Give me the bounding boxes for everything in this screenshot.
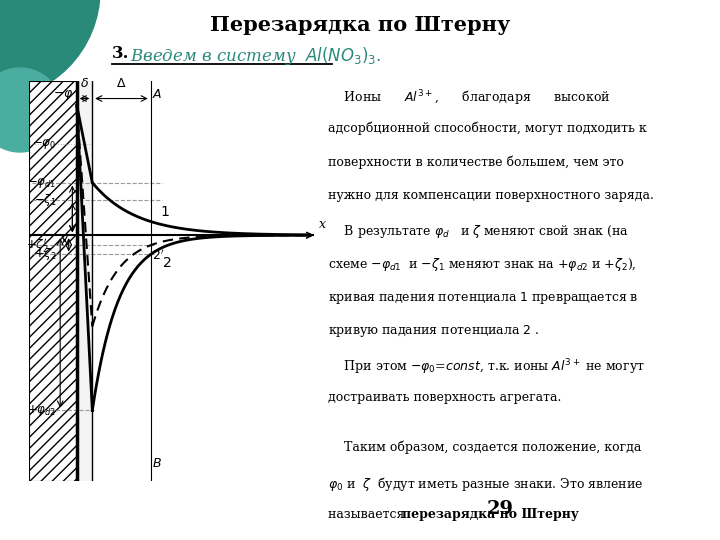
Bar	[77, 81, 92, 481]
Text: $A$: $A$	[153, 88, 163, 101]
Text: перезарядка по Штерну: перезарядка по Штерну	[402, 508, 578, 521]
Text: 29: 29	[487, 500, 513, 518]
Text: кривую падания потенциала $\mathit{2}$ .: кривую падания потенциала $\mathit{2}$ .	[328, 323, 539, 340]
Text: Ионы      $Al^{3+}$,      благодаря      высокой: Ионы $Al^{3+}$, благодаря высокой	[328, 88, 610, 107]
Text: $+\zeta_2$: $+\zeta_2$	[34, 246, 56, 262]
Text: Таким образом, создается положение, когда: Таким образом, создается положение, когд…	[328, 441, 641, 454]
Text: кривая падения потенциала $\mathit{1}$ превращается в: кривая падения потенциала $\mathit{1}$ п…	[328, 290, 638, 306]
Text: $-\varphi$: $-\varphi$	[53, 88, 74, 102]
Text: нужно для компенсации поверхностного заряда.: нужно для компенсации поверхностного зар…	[328, 189, 654, 202]
Text: $+\varphi_{d2}$: $+\varphi_{d2}$	[27, 403, 56, 418]
Text: При этом $-\varphi_0$=$const$, т.к. ионы $Al^{3+}$ не могут: При этом $-\varphi_0$=$const$, т.к. ионы…	[328, 357, 644, 377]
Text: $-\varphi_0$: $-\varphi_0$	[32, 137, 56, 151]
Text: $+\zeta_2'$: $+\zeta_2'$	[27, 236, 49, 254]
Text: Введем в систему  $Al(NO_3)_3$.: Введем в систему $Al(NO_3)_3$.	[130, 45, 382, 67]
Text: $\varphi_0$ и  $\zeta$  будут иметь разные знаки. Это явление: $\varphi_0$ и $\zeta$ будут иметь разные…	[328, 475, 643, 492]
Text: $\mathit{2}'$: $\mathit{2}'$	[153, 249, 165, 263]
Text: .: .	[548, 508, 552, 521]
Text: $-\varphi_{d1}$: $-\varphi_{d1}$	[27, 176, 56, 190]
Text: В результате $\varphi_d$   и $\zeta$ меняют свой знак (на: В результате $\varphi_d$ и $\zeta$ меняю…	[328, 222, 629, 240]
Text: $B$: $B$	[153, 457, 162, 470]
Text: называется: называется	[328, 508, 408, 521]
Text: $\mathit{1}$: $\mathit{1}$	[160, 205, 169, 219]
Text: достраивать поверхность агрегата.: достраивать поверхность агрегата.	[328, 391, 561, 404]
Text: $\mathit{2}$: $\mathit{2}$	[162, 256, 171, 270]
Text: $\delta$: $\delta$	[80, 77, 89, 90]
Text: схеме $-\varphi_{d1}$  и $-\zeta_1$ меняют знак на $+\varphi_{d2}$ и $+\zeta_2$): схеме $-\varphi_{d1}$ и $-\zeta_1$ меняю…	[328, 256, 636, 273]
Text: x: x	[319, 218, 325, 231]
Text: Перезарядка по Штерну: Перезарядка по Штерну	[210, 15, 510, 35]
Text: адсорбционной способности, могут подходить к: адсорбционной способности, могут подходи…	[328, 122, 647, 135]
Circle shape	[0, 0, 100, 100]
Circle shape	[0, 68, 62, 152]
Text: $-\zeta_1$: $-\zeta_1$	[34, 192, 56, 208]
Text: $\Delta$: $\Delta$	[116, 77, 127, 90]
Text: 3.: 3.	[112, 45, 130, 62]
Bar	[29, 81, 77, 481]
Text: поверхности в количестве большем, чем это: поверхности в количестве большем, чем эт…	[328, 155, 624, 168]
